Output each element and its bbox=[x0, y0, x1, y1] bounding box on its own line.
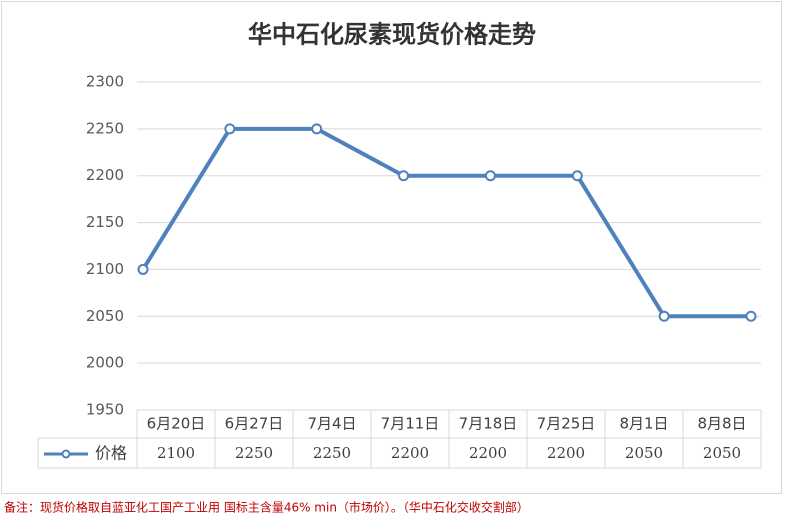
point bbox=[137, 263, 149, 275]
y-tick-label: 2050 bbox=[86, 307, 124, 325]
table-value: 2100 bbox=[157, 444, 195, 462]
series-line bbox=[141, 126, 751, 319]
table-value: 2200 bbox=[469, 444, 507, 462]
table-value: 2250 bbox=[313, 444, 351, 462]
y-tick-label: 2100 bbox=[86, 260, 124, 278]
point bbox=[224, 123, 236, 135]
legend-label: 价格 bbox=[95, 444, 127, 463]
x-tick-label: 8月1日 bbox=[619, 415, 668, 433]
x-tick-label: 7月25日 bbox=[537, 415, 596, 433]
legend-marker bbox=[61, 449, 71, 459]
table-value: 2250 bbox=[235, 444, 273, 462]
x-tick-label: 8月8日 bbox=[697, 415, 746, 433]
point bbox=[658, 310, 670, 322]
y-tick-label: 2000 bbox=[86, 354, 124, 372]
y-tick-label: 1950 bbox=[86, 401, 124, 419]
y-tick-label: 2300 bbox=[86, 73, 124, 91]
y-tick-label: 2250 bbox=[86, 119, 124, 137]
x-tick-label: 7月11日 bbox=[381, 415, 440, 433]
y-tick-label: 2150 bbox=[86, 213, 124, 231]
x-tick-label: 6月20日 bbox=[147, 415, 206, 433]
y-tick-label: 2200 bbox=[86, 166, 124, 184]
x-tick-label: 6月27日 bbox=[225, 415, 284, 433]
footnote: 备注：现货价格取自蓝亚化工国产工业用 国标主含量46% min（市场价）。（华中… bbox=[4, 500, 529, 515]
point bbox=[571, 170, 583, 182]
point bbox=[745, 310, 757, 322]
table-value: 2050 bbox=[625, 444, 663, 462]
point bbox=[398, 170, 410, 182]
point bbox=[484, 170, 496, 182]
point bbox=[311, 123, 323, 135]
table-value: 2200 bbox=[391, 444, 429, 462]
x-tick-label: 7月4日 bbox=[307, 415, 356, 433]
table-value: 2200 bbox=[547, 444, 585, 462]
table-value: 2050 bbox=[703, 444, 741, 462]
chart-title: 华中石化尿素现货价格走势 bbox=[248, 20, 536, 49]
chart-frame bbox=[1, 1, 782, 494]
x-tick-label: 7月18日 bbox=[459, 415, 518, 433]
